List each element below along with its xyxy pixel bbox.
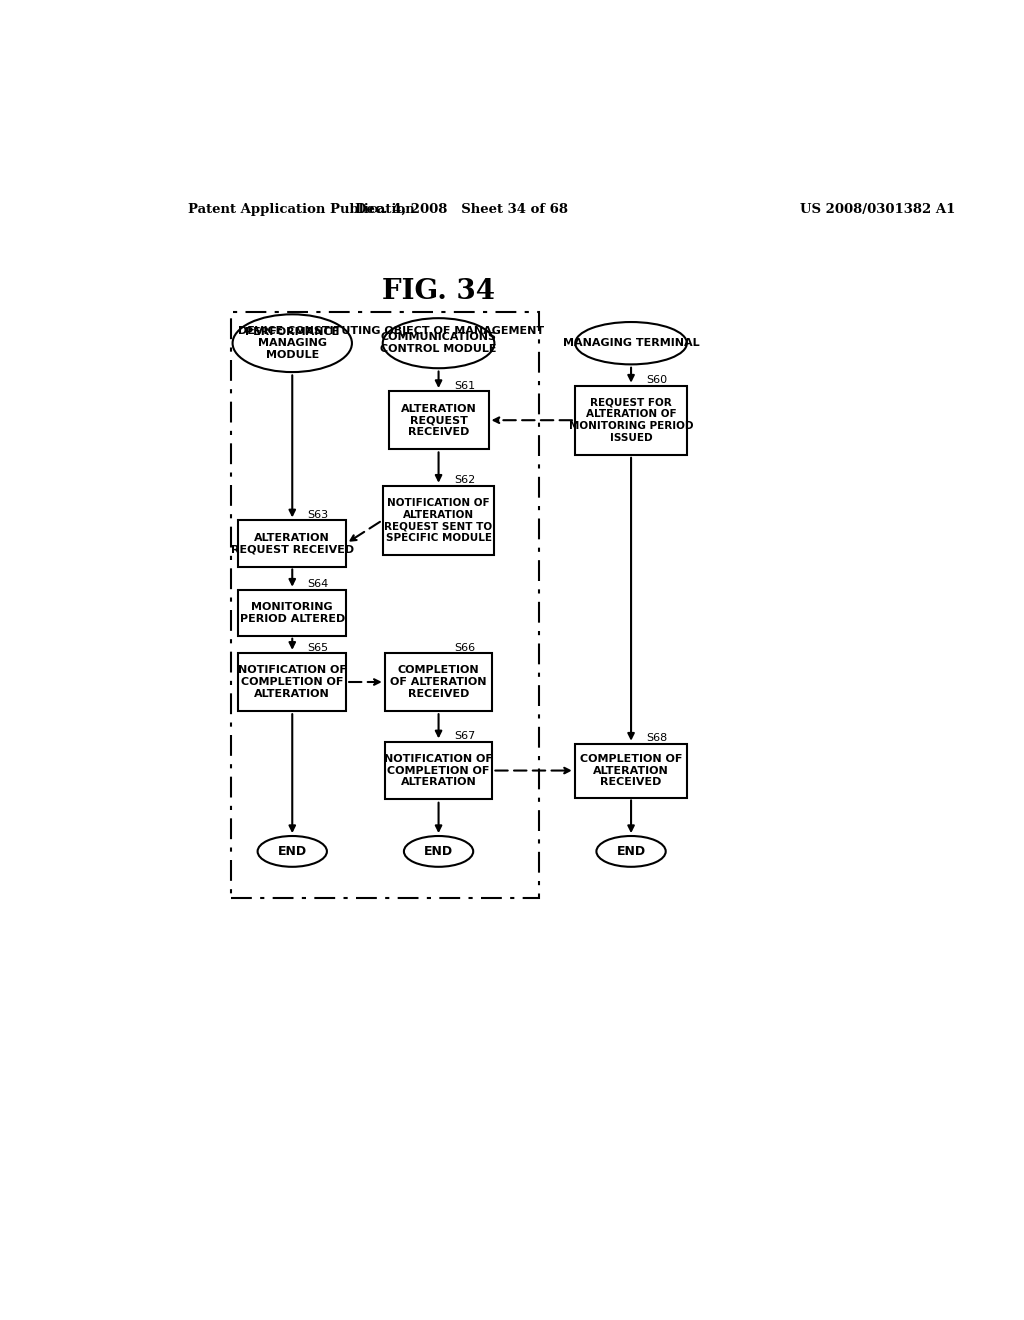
Text: MANAGING TERMINAL: MANAGING TERMINAL (563, 338, 699, 348)
Bar (388, 391, 488, 449)
Text: END: END (424, 845, 454, 858)
Ellipse shape (596, 836, 666, 867)
Ellipse shape (258, 836, 327, 867)
Text: ALTERATION
REQUEST
RECEIVED: ALTERATION REQUEST RECEIVED (400, 404, 476, 437)
Ellipse shape (575, 322, 687, 364)
Text: ALTERATION
REQUEST RECEIVED: ALTERATION REQUEST RECEIVED (230, 532, 354, 554)
Bar (239, 590, 346, 636)
Ellipse shape (383, 318, 495, 368)
Text: MONITORING
PERIOD ALTERED: MONITORING PERIOD ALTERED (240, 602, 345, 623)
Ellipse shape (403, 836, 473, 867)
Text: NOTIFICATION OF
COMPLETION OF
ALTERATION: NOTIFICATION OF COMPLETION OF ALTERATION (238, 665, 347, 698)
Text: S60: S60 (646, 375, 668, 385)
Text: COMMUNICATIONS
CONTROL MODULE: COMMUNICATIONS CONTROL MODULE (380, 333, 497, 354)
Text: PERFORMANCE
MANAGING
MODULE: PERFORMANCE MANAGING MODULE (245, 326, 339, 360)
Text: NOTIFICATION OF
ALTERATION
REQUEST SENT TO
SPECIFIC MODULE: NOTIFICATION OF ALTERATION REQUEST SENT … (384, 498, 493, 543)
Text: Dec. 4, 2008   Sheet 34 of 68: Dec. 4, 2008 Sheet 34 of 68 (355, 203, 568, 216)
Text: S64: S64 (307, 579, 329, 589)
Text: S65: S65 (307, 643, 329, 653)
Text: FIG. 34: FIG. 34 (382, 277, 495, 305)
Bar (383, 486, 495, 554)
Text: REQUEST FOR
ALTERATION OF
MONITORING PERIOD
ISSUED: REQUEST FOR ALTERATION OF MONITORING PER… (568, 397, 693, 442)
Bar (575, 385, 687, 455)
Text: S62: S62 (454, 475, 475, 484)
Text: US 2008/0301382 A1: US 2008/0301382 A1 (801, 203, 955, 216)
Text: S63: S63 (307, 510, 329, 520)
Text: Patent Application Publication: Patent Application Publication (188, 203, 415, 216)
Text: END: END (278, 845, 307, 858)
Text: DEVICE CONSTITUTING OBJECT OF MANAGEMENT: DEVICE CONSTITUTING OBJECT OF MANAGEMENT (239, 326, 545, 337)
Bar (239, 520, 346, 566)
Bar (385, 653, 493, 711)
Bar (239, 653, 346, 711)
Bar (575, 743, 687, 797)
Text: COMPLETION
OF ALTERATION
RECEIVED: COMPLETION OF ALTERATION RECEIVED (390, 665, 486, 698)
Text: NOTIFICATION OF
COMPLETION OF
ALTERATION: NOTIFICATION OF COMPLETION OF ALTERATION (384, 754, 493, 787)
Text: S68: S68 (646, 733, 668, 743)
Text: COMPLETION OF
ALTERATION
RECEIVED: COMPLETION OF ALTERATION RECEIVED (580, 754, 682, 787)
Bar (230, 313, 539, 898)
Text: S61: S61 (454, 381, 475, 391)
Bar (385, 742, 493, 800)
Text: END: END (616, 845, 645, 858)
Text: S66: S66 (454, 643, 475, 653)
Text: S67: S67 (454, 731, 475, 742)
Ellipse shape (232, 314, 352, 372)
